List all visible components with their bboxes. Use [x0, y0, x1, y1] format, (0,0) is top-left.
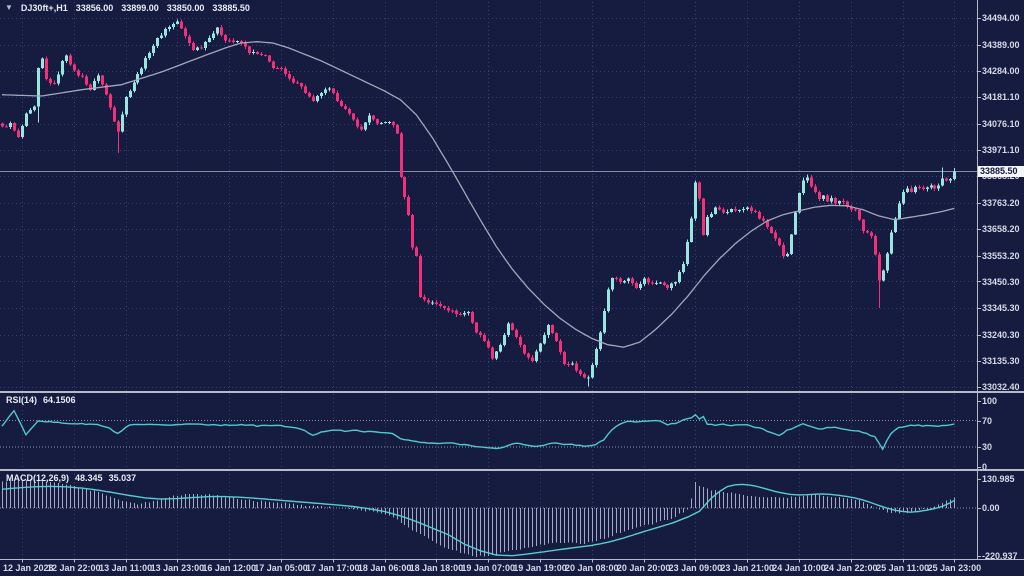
time-axis-label: 24 Jan 10:00	[772, 563, 826, 573]
time-axis-label: 18 Jan 18:00	[409, 563, 464, 573]
time-axis-label: 13 Jan 11:00	[99, 563, 153, 573]
rsi-level-label: 0	[982, 461, 988, 472]
rsi-level-label: 100	[982, 396, 998, 406]
symbol-dropdown-icon: ▼	[5, 3, 13, 12]
time-axis-label: 25 Jan 23:00	[927, 563, 982, 573]
time-axis-label: 16 Jan 12:00	[202, 563, 256, 573]
ohlc-high: 33899.00	[121, 3, 159, 13]
macd-name: MACD(12,26,9)	[6, 473, 70, 483]
price-axis-label: 33553.20	[982, 250, 1020, 261]
symbol-info: ▼ DJ30ft+,H1 33856.00 33899.00 33850.00 …	[5, 3, 250, 13]
time-axis-label: 12 Jan 2023	[3, 563, 54, 573]
rsi-name: RSI(14)	[6, 395, 38, 405]
macd-signal-value: 35.037	[108, 473, 137, 483]
price-axis-label: 33240.30	[982, 329, 1020, 340]
current-price-tag: 33885.50	[978, 166, 1024, 177]
rsi-label: RSI(14) 64.1506	[6, 395, 76, 405]
ohlc-low: 33850.00	[166, 3, 205, 13]
price-axis-label: 33763.20	[982, 197, 1020, 208]
macd-main-value: 48.345	[75, 473, 103, 483]
time-axis-label: 20 Jan 08:00	[565, 563, 619, 573]
price-axis-label: 33971.10	[982, 145, 1020, 155]
time-axis-label: 19 Jan 19:00	[513, 563, 567, 573]
time-axis-label: 17 Jan 17:00	[306, 563, 360, 573]
time-axis-label: 23 Jan 21:00	[720, 563, 774, 573]
price-axis-label: 34181.10	[982, 92, 1020, 102]
price-axis-label: 34284.00	[982, 66, 1020, 76]
price-axis-label: 34076.10	[982, 118, 1020, 129]
price-axis-label: 33450.30	[982, 276, 1020, 287]
price-axis-label: 33032.40	[982, 382, 1020, 392]
price-axis-label: 33658.20	[982, 224, 1020, 234]
rsi-value: 64.1506	[43, 395, 76, 405]
price-axis-label: 33135.30	[982, 356, 1020, 366]
time-axis-label: 17 Jan 05:00	[254, 563, 308, 573]
time-axis-label: 18 Jan 06:00	[357, 563, 412, 573]
time-axis-label: 25 Jan 11:00	[876, 563, 930, 573]
macd-level-label: 0.00	[982, 503, 1000, 513]
symbol-name: DJ30ft+,H1	[20, 3, 68, 13]
macd-level-label: 130.985	[982, 474, 1015, 485]
rsi-level-label: 70	[982, 415, 993, 426]
ohlc-close: 33885.50	[212, 3, 250, 13]
price-axis-label: 33345.30	[982, 303, 1020, 313]
time-axis-label: 19 Jan 07:00	[461, 563, 515, 573]
ohlc-open: 33856.00	[75, 3, 114, 13]
macd-label: MACD(12,26,9) 48.345 35.037	[6, 473, 136, 483]
price-axis-label: 34494.00	[982, 13, 1020, 23]
rsi-level-label: 30	[982, 441, 993, 452]
time-axis-label: 24 Jan 22:00	[824, 563, 878, 573]
price-axis-label: 34389.00	[982, 39, 1020, 50]
time-axis-label: 20 Jan 20:00	[616, 563, 671, 573]
time-axis-label: 13 Jan 23:00	[150, 563, 205, 573]
time-axis-label: 23 Jan 09:00	[668, 563, 723, 573]
macd-level-label: -220.937	[982, 551, 1018, 562]
time-axis-label: 12 Jan 22:00	[47, 563, 101, 573]
